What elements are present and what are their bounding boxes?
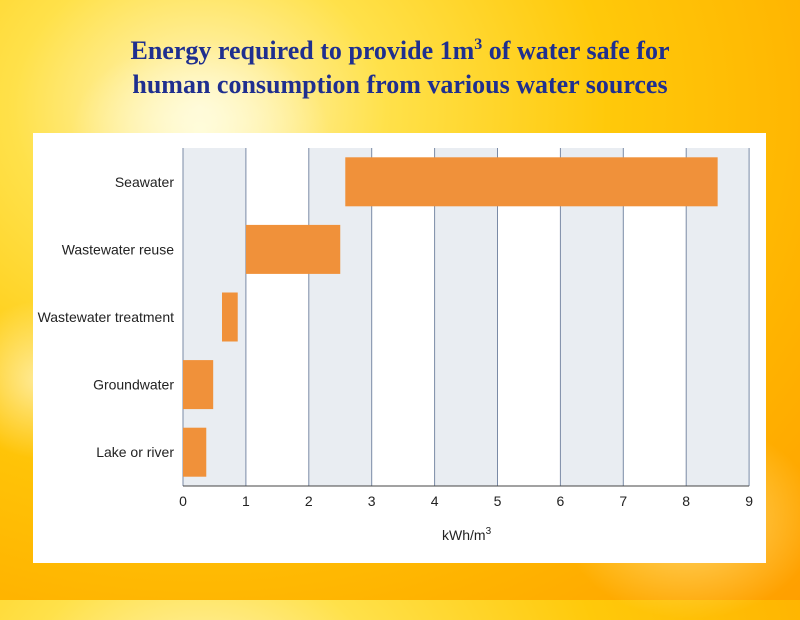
bar-groundwater xyxy=(183,360,214,410)
x-tick-label: 1 xyxy=(242,493,250,509)
x-tick-label: 3 xyxy=(368,493,376,509)
category-label: Wastewater treatment xyxy=(38,309,175,325)
x-axis-label: kWh/m3 xyxy=(442,526,492,543)
bar-wastewater-treatment xyxy=(221,292,238,342)
category-label: Seawater xyxy=(115,174,174,190)
x-tick-label: 8 xyxy=(682,493,690,509)
bar-lake-or-river xyxy=(183,427,207,477)
title-superscript: 3 xyxy=(474,36,483,53)
category-label: Wastewater reuse xyxy=(62,241,175,257)
x-tick-label: 2 xyxy=(305,493,313,509)
x-axis-label-superscript: 3 xyxy=(486,526,492,537)
category-label: Lake or river xyxy=(96,444,174,460)
x-tick-label: 9 xyxy=(745,493,753,509)
bar-seawater xyxy=(345,157,718,207)
bar-wastewater-reuse xyxy=(245,224,341,274)
x-axis-label-unit: kWh/m xyxy=(442,527,486,543)
x-tick-label: 6 xyxy=(557,493,565,509)
x-tick-label: 5 xyxy=(494,493,502,509)
bar-chart: Seawater Wastewater reuse Wastewater treat… xyxy=(38,148,753,543)
title-line1-end: of water safe for xyxy=(482,36,670,65)
title-line1-text: Energy required to provide 1m xyxy=(130,36,475,65)
category-label: Groundwater xyxy=(93,377,174,393)
x-tick-label: 0 xyxy=(179,493,187,509)
title-line2-text: human consumption from various water sou… xyxy=(132,70,668,99)
chart-title: Energy required to provide 1m3 of water … xyxy=(40,34,760,102)
x-tick-label: 4 xyxy=(431,493,439,509)
x-tick-label: 7 xyxy=(619,493,627,509)
